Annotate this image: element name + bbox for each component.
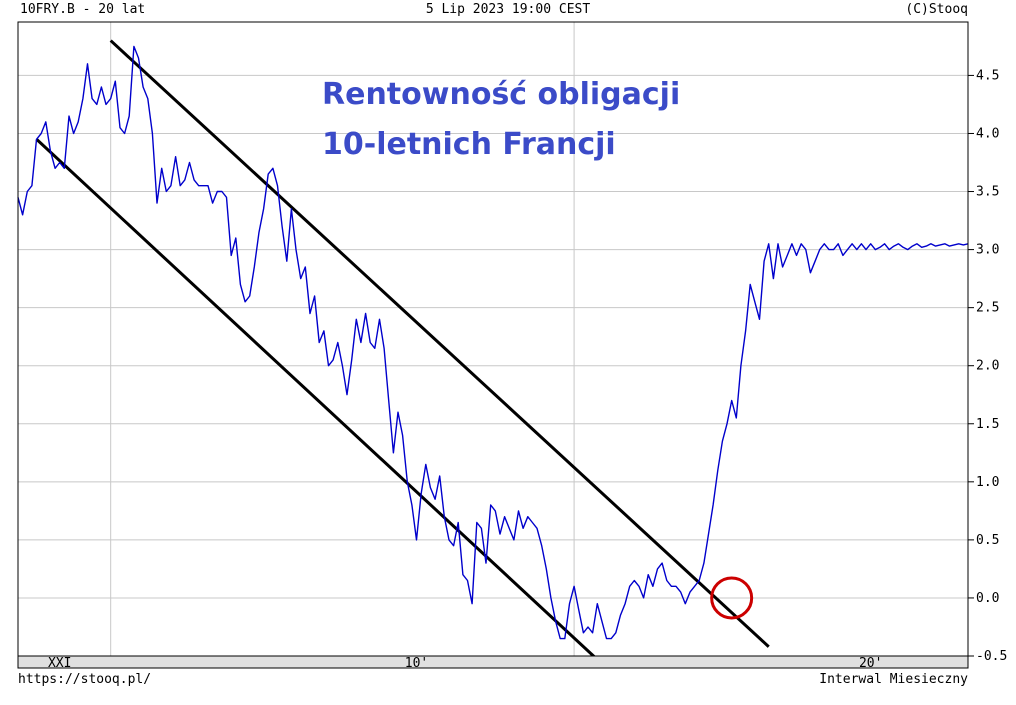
y-tick-label: 2.5 (976, 301, 999, 316)
y-tick-label: 2.0 (976, 359, 999, 374)
grid-layer (18, 22, 968, 657)
chart-symbol-label: 10FRY.B - 20 lat (20, 2, 146, 17)
source-url: https://stooq.pl/ (18, 672, 152, 687)
y-tick-label: 0.0 (976, 591, 999, 606)
y-tick-label: 0.5 (976, 533, 999, 548)
chart-subtitle: 10-letnich Francji (322, 127, 616, 162)
y-tick-label: -0.5 (976, 649, 1007, 664)
annotation-layer: Rentowność obligacji 10-letnich Francji (322, 77, 680, 162)
y-tick-label: 4.0 (976, 126, 999, 141)
x-axis-band (17, 655, 969, 669)
plot-area (18, 22, 968, 656)
trendline (35, 138, 599, 661)
x-tick-label: 10' (405, 656, 428, 671)
interval-label: Interwal Miesieczny (819, 672, 968, 687)
plot-frame (17, 21, 969, 669)
chart-datetime-label: 5 Lip 2023 19:00 CEST (425, 2, 591, 17)
highlight-circle (710, 576, 754, 620)
yield-series-line (17, 45, 969, 640)
axis-layer: 4.5 4.0 3.5 3.0 2.5 2.0 1.5 1.0 0.5 0.0 -0.5 XXI 10'… (17, 21, 1007, 671)
y-tick-label: 3.5 (976, 185, 999, 200)
x-tick-label: 20' (859, 656, 882, 671)
trendline (109, 39, 770, 648)
copyright-label: (C)Stooq (905, 2, 968, 17)
y-tick-label: 1.5 (976, 417, 999, 432)
trendline-layer (35, 39, 770, 661)
y-tick-label: 1.0 (976, 475, 999, 490)
y-tick-label: 3.0 (976, 243, 999, 258)
x-tick-label: XXI (48, 656, 71, 671)
series-layer (17, 45, 969, 640)
chart-title: Rentowność obligacji (322, 77, 680, 112)
y-tick-label: 4.5 (976, 68, 999, 83)
